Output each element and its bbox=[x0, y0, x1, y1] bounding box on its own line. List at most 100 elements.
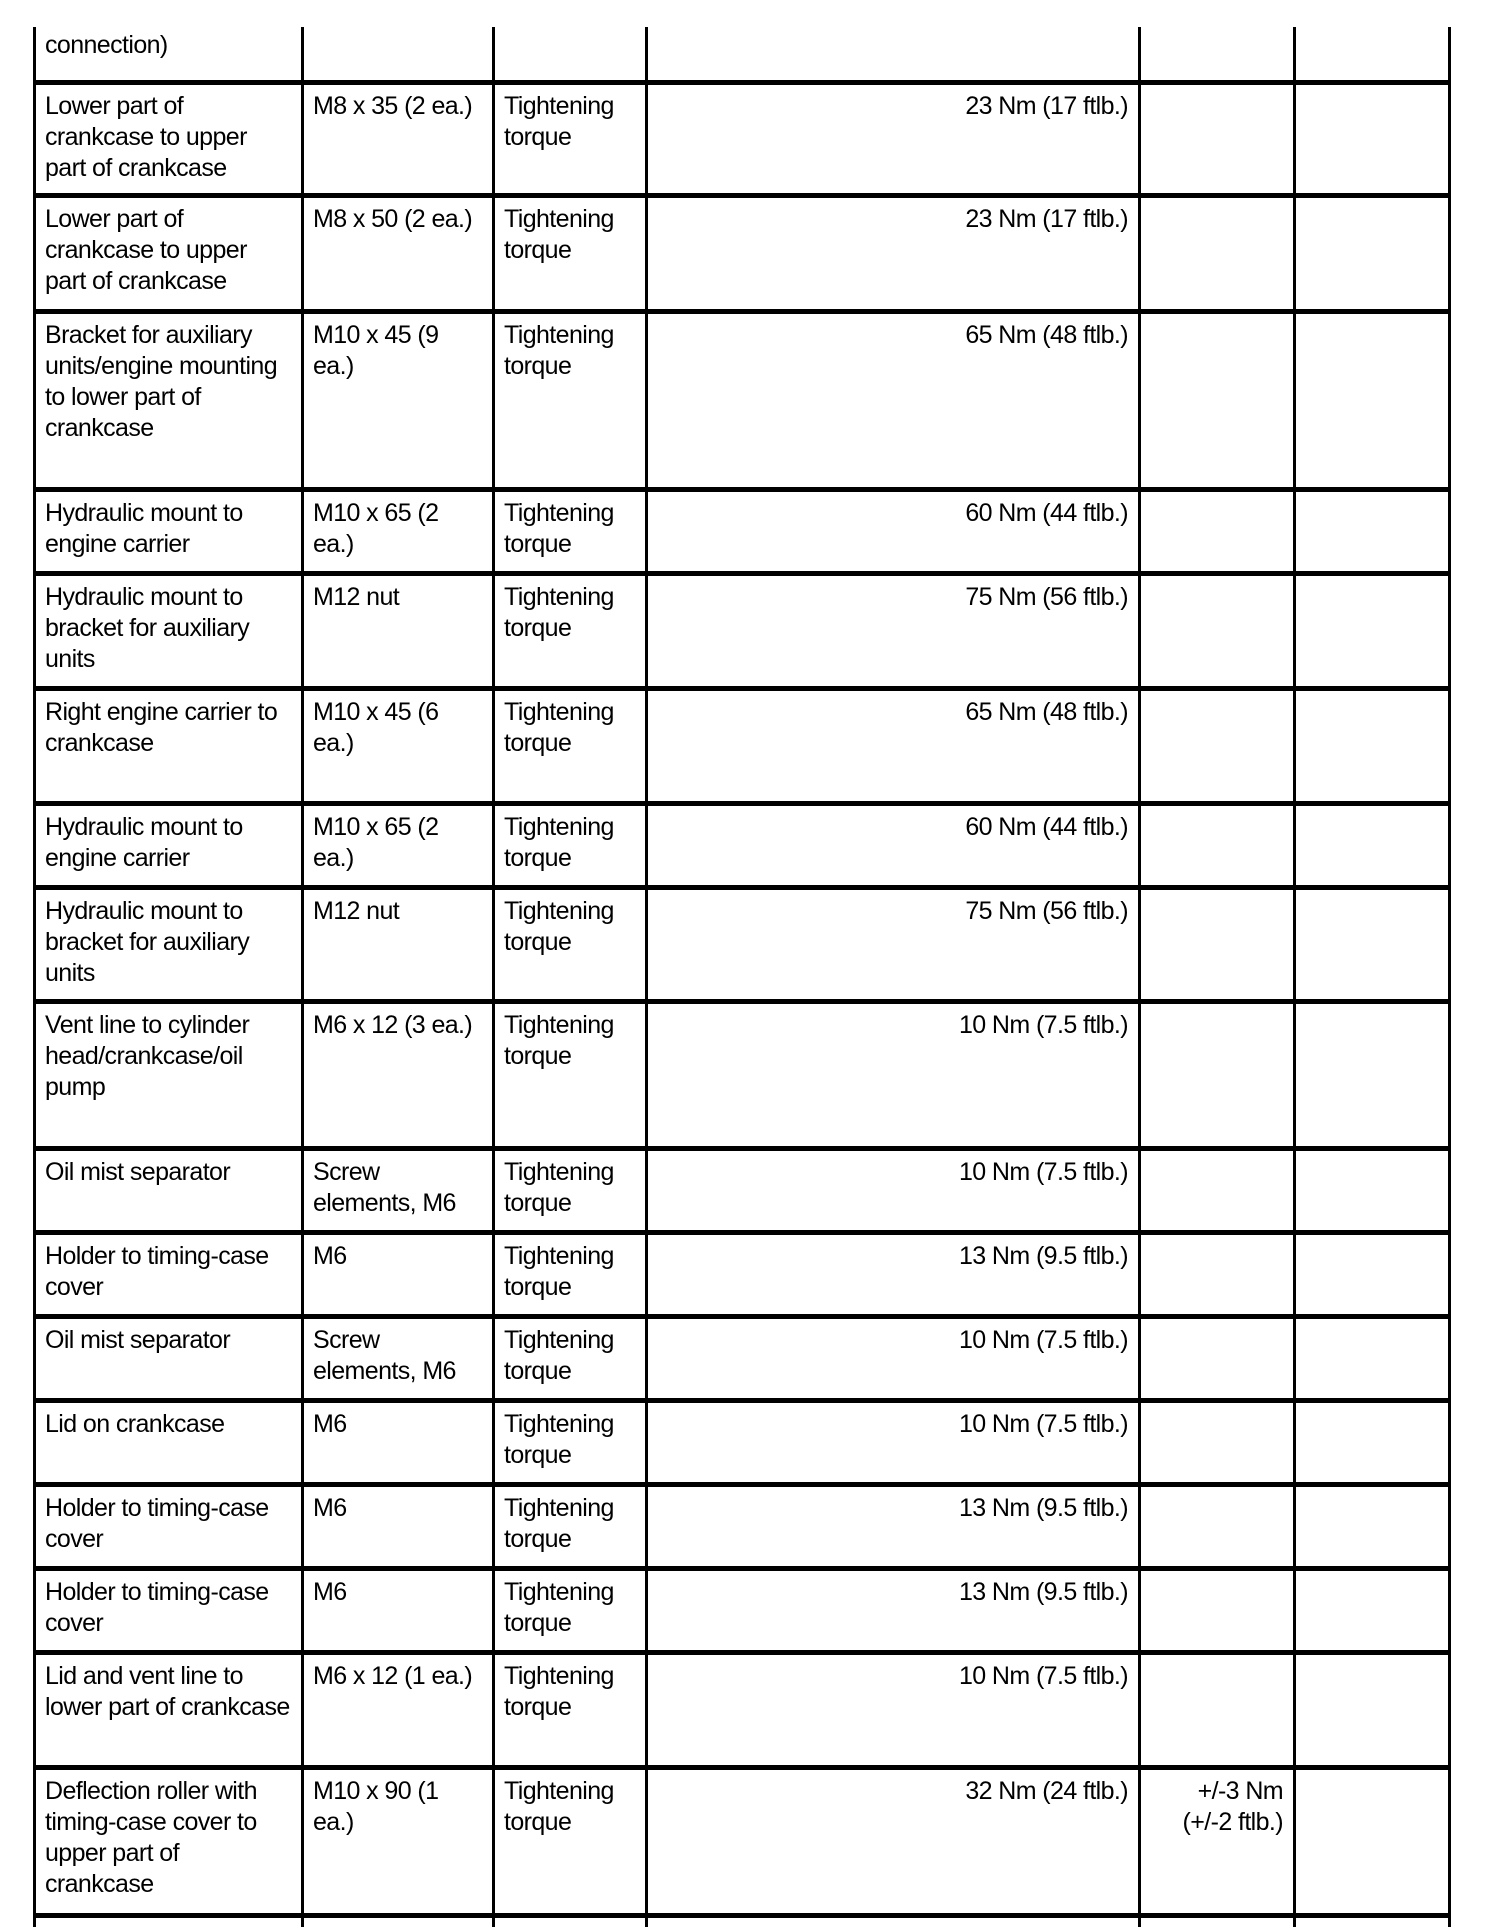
note-cell bbox=[1293, 489, 1451, 576]
tolerance-cell bbox=[1138, 1001, 1296, 1151]
tolerance-cell bbox=[1138, 803, 1296, 890]
size-cell: M8 x 50 (2 ea.) bbox=[301, 195, 495, 314]
component-cell: Lid on crankcase bbox=[33, 1400, 304, 1487]
size-cell: M12 nut bbox=[301, 887, 495, 1004]
type-cell: Tightening torque bbox=[492, 1001, 648, 1151]
tolerance-cell bbox=[1138, 1316, 1296, 1403]
tolerance-cell bbox=[1138, 1148, 1296, 1235]
size-cell: M12 nut bbox=[301, 573, 495, 691]
component-cell: Lid and vent line to lower part of crank… bbox=[33, 1652, 304, 1770]
size-cell: Screw elements, M6 bbox=[301, 1316, 495, 1403]
table-row: Bracket for auxiliary units/engine mount… bbox=[33, 311, 1451, 492]
table-row: Hydraulic mount to bracket for auxiliary… bbox=[33, 887, 1451, 1004]
type-cell: Tightening torque bbox=[492, 1767, 648, 1918]
table-row: Hydraulic mount to engine carrier M10 x 6… bbox=[33, 489, 1451, 576]
value-cell: 23 Nm (17 ftlb.) bbox=[645, 195, 1141, 314]
size-cell: M10 x 45 (6 ea.) bbox=[301, 688, 495, 806]
table-row: Lid and vent line to lower part of crank… bbox=[33, 1652, 1451, 1770]
empty-cell bbox=[1293, 1915, 1451, 1927]
type-cell: Tightening torque bbox=[492, 1148, 648, 1235]
type-cell: Tightening torque bbox=[492, 82, 648, 198]
empty-cell bbox=[1138, 1915, 1296, 1927]
tolerance-cell bbox=[1138, 82, 1296, 198]
value-cell: 60 Nm (44 ftlb.) bbox=[645, 803, 1141, 890]
type-cell bbox=[492, 27, 648, 85]
tolerance-cell bbox=[1138, 1484, 1296, 1571]
component-cell: Vent line to cylinder head/crankcase/oil… bbox=[33, 1001, 304, 1151]
type-cell: Tightening torque bbox=[492, 1316, 648, 1403]
tolerance-cell bbox=[1138, 489, 1296, 576]
value-cell: 13 Nm (9.5 ftlb.) bbox=[645, 1232, 1141, 1319]
component-cell: Lower part of crankcase to upper part of… bbox=[33, 195, 304, 314]
note-cell bbox=[1293, 1400, 1451, 1487]
table-row: Holder to timing-case cover M6 Tightening … bbox=[33, 1232, 1451, 1319]
table-row: Vent line to cylinder head/crankcase/oil… bbox=[33, 1001, 1451, 1151]
note-cell bbox=[1293, 573, 1451, 691]
value-cell: 10 Nm (7.5 ftlb.) bbox=[645, 1001, 1141, 1151]
empty-cell bbox=[645, 1915, 1141, 1927]
component-cell: Right engine carrier to crankcase bbox=[33, 688, 304, 806]
size-cell: M8 x 35 (2 ea.) bbox=[301, 82, 495, 198]
value-cell: 10 Nm (7.5 ftlb.) bbox=[645, 1400, 1141, 1487]
component-cell: Oil mist separator bbox=[33, 1316, 304, 1403]
value-cell: 65 Nm (48 ftlb.) bbox=[645, 688, 1141, 806]
table-row: Hydraulic mount to engine carrier M10 x 6… bbox=[33, 803, 1451, 890]
component-cell: Hydraulic mount to bracket for auxiliary… bbox=[33, 573, 304, 691]
type-cell: Tightening torque bbox=[492, 573, 648, 691]
type-cell: Tightening torque bbox=[492, 1568, 648, 1655]
tolerance-cell bbox=[1138, 1568, 1296, 1655]
type-cell: Tightening torque bbox=[492, 489, 648, 576]
tolerance-cell bbox=[1138, 887, 1296, 1004]
value-cell: 32 Nm (24 ftlb.) bbox=[645, 1767, 1141, 1918]
value-cell: 13 Nm (9.5 ftlb.) bbox=[645, 1568, 1141, 1655]
value-cell: 65 Nm (48 ftlb.) bbox=[645, 311, 1141, 492]
size-cell: M6 bbox=[301, 1400, 495, 1487]
size-cell bbox=[301, 27, 495, 85]
table-row: Holder to timing-case cover M6 Tightening … bbox=[33, 1568, 1451, 1655]
tolerance-cell: +/-3 Nm (+/-2 ftlb.) bbox=[1138, 1767, 1296, 1918]
component-cell: Holder to timing-case cover bbox=[33, 1568, 304, 1655]
note-cell bbox=[1293, 1484, 1451, 1571]
size-cell: M10 x 45 (9 ea.) bbox=[301, 311, 495, 492]
note-cell bbox=[1293, 1232, 1451, 1319]
value-cell: 60 Nm (44 ftlb.) bbox=[645, 489, 1141, 576]
type-cell: Tightening torque bbox=[492, 1652, 648, 1770]
tolerance-cell bbox=[1138, 1400, 1296, 1487]
tolerance-cell bbox=[1138, 688, 1296, 806]
empty-cell bbox=[492, 1915, 648, 1927]
type-cell: Tightening torque bbox=[492, 195, 648, 314]
component-cell: connection) bbox=[33, 27, 304, 85]
value-cell: 13 Nm (9.5 ftlb.) bbox=[645, 1484, 1141, 1571]
note-cell bbox=[1293, 887, 1451, 1004]
type-cell: Tightening torque bbox=[492, 1232, 648, 1319]
table-row-continuation bbox=[33, 1915, 1451, 1927]
note-cell bbox=[1293, 1148, 1451, 1235]
tolerance-cell bbox=[1138, 573, 1296, 691]
note-cell bbox=[1293, 27, 1451, 85]
size-cell: M10 x 65 (2 ea.) bbox=[301, 803, 495, 890]
size-cell: M10 x 90 (1 ea.) bbox=[301, 1767, 495, 1918]
table-row: Right engine carrier to crankcase M10 x 4… bbox=[33, 688, 1451, 806]
note-cell bbox=[1293, 195, 1451, 314]
component-cell: Hydraulic mount to engine carrier bbox=[33, 489, 304, 576]
component-cell: Holder to timing-case cover bbox=[33, 1232, 304, 1319]
value-cell: 10 Nm (7.5 ftlb.) bbox=[645, 1316, 1141, 1403]
size-cell: M10 x 65 (2 ea.) bbox=[301, 489, 495, 576]
table-row: Oil mist separator Screw elements, M6 Tigh… bbox=[33, 1316, 1451, 1403]
table-row: Deflection roller with timing-case cover… bbox=[33, 1767, 1451, 1918]
component-cell: Bracket for auxiliary units/engine mount… bbox=[33, 311, 304, 492]
type-cell: Tightening torque bbox=[492, 311, 648, 492]
component-cell: Oil mist separator bbox=[33, 1148, 304, 1235]
type-cell: Tightening torque bbox=[492, 887, 648, 1004]
value-cell bbox=[645, 27, 1141, 85]
note-cell bbox=[1293, 1767, 1451, 1918]
type-cell: Tightening torque bbox=[492, 803, 648, 890]
note-cell bbox=[1293, 1316, 1451, 1403]
value-cell: 75 Nm (56 ftlb.) bbox=[645, 573, 1141, 691]
note-cell bbox=[1293, 803, 1451, 890]
tolerance-cell bbox=[1138, 311, 1296, 492]
torque-spec-table: connection) Lower part of crankcase to up… bbox=[33, 27, 1451, 1927]
table-row: Hydraulic mount to bracket for auxiliary… bbox=[33, 573, 1451, 691]
size-cell: M6 bbox=[301, 1232, 495, 1319]
table-row: Lower part of crankcase to upper part of… bbox=[33, 82, 1451, 198]
